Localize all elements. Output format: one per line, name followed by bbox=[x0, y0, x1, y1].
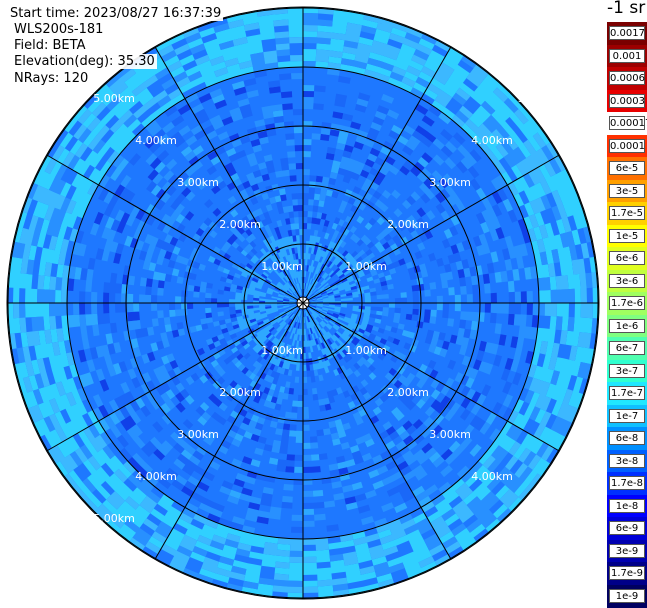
colorbar-tick-label: 3e-8 bbox=[609, 453, 645, 468]
colorbar-tick-label: 0.001 bbox=[609, 48, 645, 63]
ring-label-ll-2: 2.00km bbox=[219, 386, 261, 399]
instrument-label: WLS200s-181 bbox=[12, 22, 106, 37]
backscatter-cells-3 bbox=[10, 13, 599, 593]
colorbar-tick-label: 0.0017 bbox=[609, 26, 645, 41]
elevation-label: Elevation(deg): 35.30 bbox=[12, 54, 157, 69]
colorbar-tick-label: 1e-9 bbox=[609, 588, 645, 603]
ring-label-ur-1: 1.00km bbox=[345, 260, 387, 273]
azimuth-spoke-30 bbox=[302, 46, 452, 304]
ring-label-ur-4: 4.00km bbox=[471, 134, 513, 147]
ring-label-ul-5: 5.00km bbox=[93, 92, 135, 105]
colorbar-tick-label: 6e-5 bbox=[609, 161, 645, 176]
colorbar-tick-label: 0.0006 bbox=[609, 71, 645, 86]
field-label: Field: BETA bbox=[12, 38, 88, 53]
colorbar-tick-label: 1.7e-7 bbox=[609, 386, 645, 401]
colorbar-tick-label: 6e-9 bbox=[609, 521, 645, 536]
ring-label-lr-3: 3.00km bbox=[429, 428, 471, 441]
colorbar-tick-label: 1.7e-8 bbox=[609, 476, 645, 491]
colorbar-tick-label: 0.00017 bbox=[609, 116, 647, 131]
colorbar-tick-label: 1.7e-9 bbox=[609, 566, 645, 581]
ring-label-lr-2: 2.00km bbox=[387, 386, 429, 399]
azimuth-spoke-210 bbox=[154, 302, 304, 560]
ring-label-lr-1: 1.00km bbox=[345, 344, 387, 357]
ring-label-ll-1: 1.00km bbox=[261, 344, 303, 357]
ring-label-ur-3: 3.00km bbox=[429, 176, 471, 189]
colorbar-tick-label: 1.7e-5 bbox=[609, 206, 645, 221]
colorbar-tick-label: 3e-9 bbox=[609, 543, 645, 558]
colorbar-tick-label: 0.0003 bbox=[609, 93, 645, 108]
colorbar-tick-label: 1e-8 bbox=[609, 498, 645, 513]
ring-label-ul-3: 3.00km bbox=[177, 176, 219, 189]
ring-label-ur-2: 2.00km bbox=[387, 218, 429, 231]
colorbar-tick-label: 6e-7 bbox=[609, 341, 645, 356]
ring-label-lr-4: 4.00km bbox=[471, 470, 513, 483]
azimuth-spoke-300 bbox=[46, 154, 304, 304]
ppi-radar-plot[interactable]: 1.00km 2.00km 3.00km 4.00km 5.00km 1.00k… bbox=[0, 0, 607, 607]
ring-label-ul-4: 4.00km bbox=[135, 134, 177, 147]
range-ring-labels: 1.00km 2.00km 3.00km 4.00km 5.00km 1.00k… bbox=[93, 92, 528, 525]
azimuth-spoke-150 bbox=[302, 302, 452, 560]
colorbar-tick-label: 3e-7 bbox=[609, 363, 645, 378]
colorbar-tick-label: 1e-7 bbox=[609, 408, 645, 423]
ring-label-ll-5: 5.00km bbox=[93, 512, 135, 525]
azimuth-spoke-60 bbox=[302, 154, 560, 304]
ring-label-ul-2: 2.00km bbox=[219, 218, 261, 231]
colorbar-tick-label: 1e-5 bbox=[609, 228, 645, 243]
colorbar-tick-label: 0.0001 bbox=[609, 138, 645, 153]
azimuth-spoke-330 bbox=[154, 46, 304, 304]
colorbar-legend: 0.0017 0.001 0.0006 0.0003 0.00017 0.0001 6e-5… bbox=[607, 0, 647, 608]
ring-label-ll-3: 3.00km bbox=[177, 428, 219, 441]
colorbar-tick-label: 3e-5 bbox=[609, 183, 645, 198]
nrays-label: NRays: 120 bbox=[12, 71, 91, 86]
colorbar-tick-label: 3e-6 bbox=[609, 273, 645, 288]
colorbar-tick-label: 1.7e-6 bbox=[609, 296, 645, 311]
radar-center-marker bbox=[296, 296, 310, 310]
colorbar-tick-label: 6e-6 bbox=[609, 251, 645, 266]
backscatter-cells-1 bbox=[67, 86, 539, 525]
azimuth-spoke-120 bbox=[302, 302, 560, 452]
ring-label-ur-5: 5. bbox=[518, 92, 529, 105]
ring-label-ll-4: 4.00km bbox=[135, 470, 177, 483]
start-time-label: Start time: 2023/08/27 16:37:39 bbox=[8, 6, 224, 21]
colorbar-unit-label: -1 sr bbox=[607, 0, 646, 18]
azimuth-spokes bbox=[7, 7, 599, 599]
azimuth-spoke-240 bbox=[46, 302, 304, 452]
colorbar-tick-label: 6e-8 bbox=[609, 431, 645, 446]
colorbar-tick-label: 1e-6 bbox=[609, 318, 645, 333]
ring-label-ul-1: 1.00km bbox=[261, 260, 303, 273]
